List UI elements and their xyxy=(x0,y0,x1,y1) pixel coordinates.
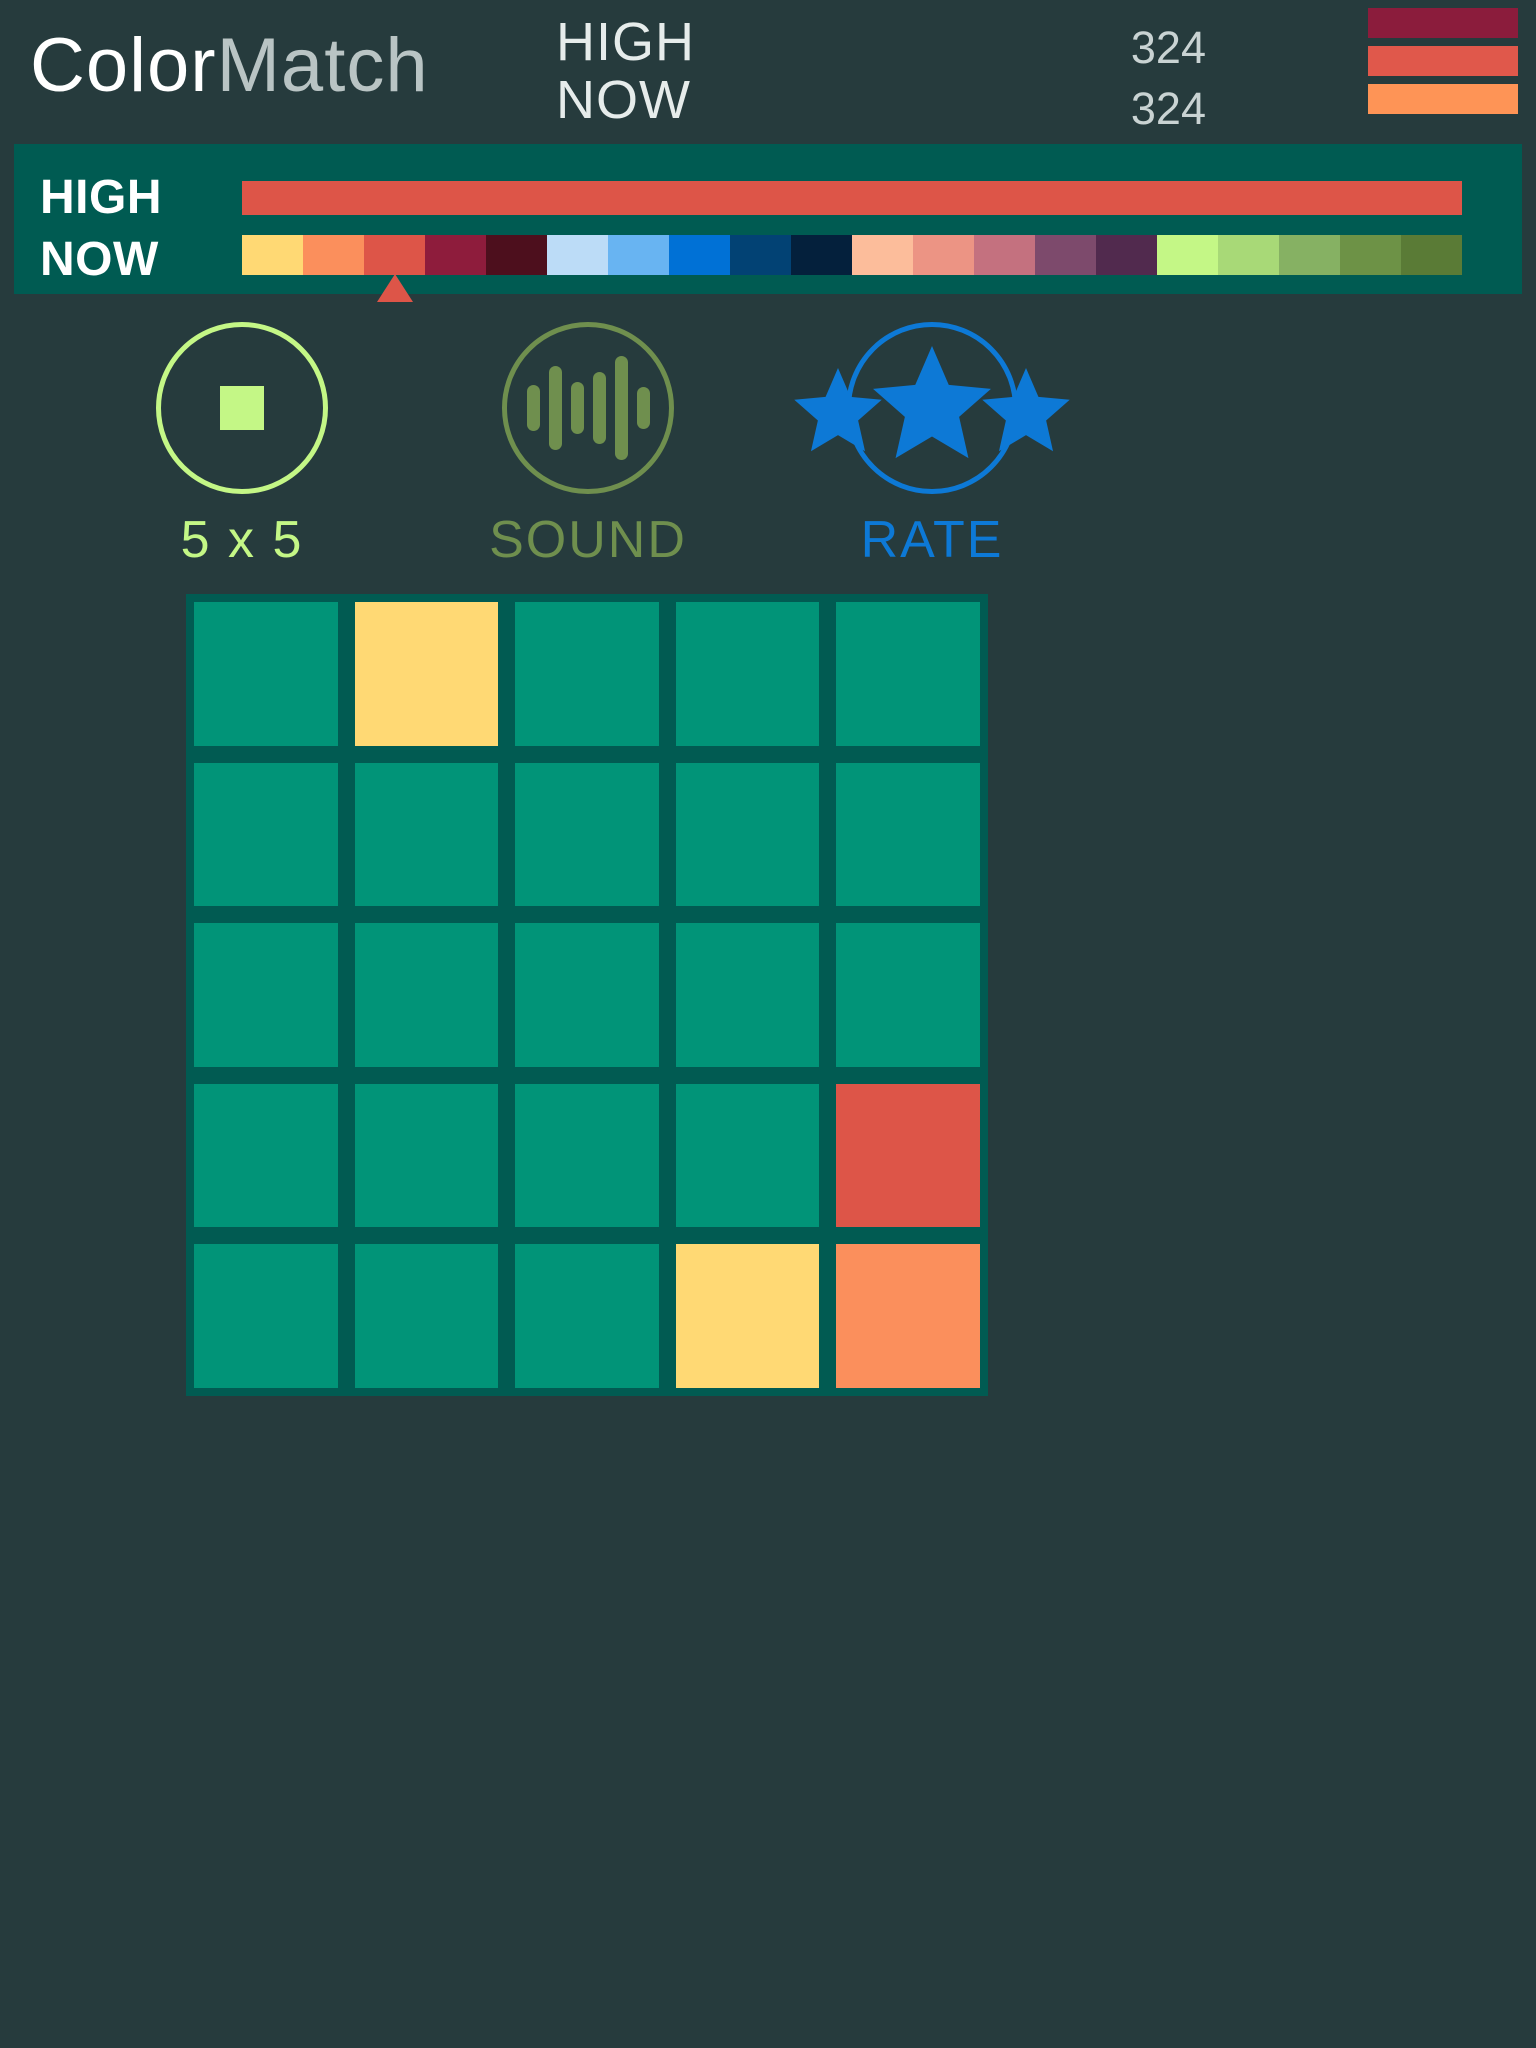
board-cell[interactable] xyxy=(354,1244,499,1388)
bar-coral xyxy=(1368,46,1518,76)
palette-swatch xyxy=(242,235,303,275)
status-now-label: NOW xyxy=(40,233,159,286)
top-bar: ColorMatch HIGH NOW 324 324 xyxy=(0,0,1536,140)
status-high-label: HIGH xyxy=(40,171,162,224)
board-cell[interactable] xyxy=(836,923,980,1067)
waveform-bar xyxy=(526,385,540,431)
header-label-high: HIGH xyxy=(556,12,695,72)
waveform-bar xyxy=(570,382,584,434)
palette-swatch xyxy=(669,235,730,275)
header-score-now: 324 xyxy=(1130,82,1206,134)
header-score-high: 324 xyxy=(1130,22,1206,73)
palette-swatch xyxy=(974,235,1035,275)
status-panel: HIGH NOW xyxy=(14,144,1522,302)
bar-orange xyxy=(1368,84,1518,114)
palette-swatch xyxy=(486,235,547,275)
square-icon xyxy=(220,386,264,430)
board-cell[interactable] xyxy=(354,923,499,1067)
star-icon xyxy=(794,368,882,452)
palette-swatch xyxy=(547,235,608,275)
board-cell[interactable] xyxy=(194,1083,338,1228)
palette-marker-triangle-icon xyxy=(376,274,413,302)
palette-swatch xyxy=(1401,235,1462,275)
board-cell[interactable] xyxy=(515,762,659,907)
logo-text-match: Match xyxy=(216,23,429,108)
rate-button[interactable] xyxy=(794,322,1070,494)
palette-swatch xyxy=(1218,235,1279,275)
palette-swatch xyxy=(425,235,486,275)
board-cell[interactable] xyxy=(515,923,659,1067)
board-cell[interactable] xyxy=(194,762,338,907)
control-rate[interactable]: RATE xyxy=(772,322,1092,570)
size-button-label: 5 x 5 xyxy=(180,511,304,569)
palette-swatch xyxy=(791,235,852,275)
palette-swatch xyxy=(303,235,364,275)
board-cell[interactable] xyxy=(194,602,338,746)
color-palette-strip xyxy=(242,235,1462,275)
app-logo: ColorMatch xyxy=(30,28,429,104)
board-cell[interactable] xyxy=(354,762,499,907)
board-cell[interactable] xyxy=(194,923,338,1067)
status-row-high: HIGH xyxy=(14,168,1522,228)
stars-icon xyxy=(792,346,1072,470)
board-cell[interactable] xyxy=(675,1083,820,1228)
palette-swatch xyxy=(852,235,913,275)
board-cell[interactable] xyxy=(515,1083,659,1228)
board-cell[interactable] xyxy=(675,602,820,746)
palette-swatch xyxy=(1279,235,1340,275)
board-cell[interactable] xyxy=(354,602,499,746)
board-cell[interactable] xyxy=(836,1083,980,1228)
control-sound[interactable]: SOUND xyxy=(428,322,748,570)
board-cell[interactable] xyxy=(675,762,820,907)
control-size[interactable]: 5 x 5 xyxy=(82,322,402,570)
palette-swatch xyxy=(730,235,791,275)
bar-maroon xyxy=(1368,8,1518,38)
high-score-bar xyxy=(242,181,1462,215)
sound-button-label: SOUND xyxy=(489,511,687,569)
controls-bar: 5 x 5 SOUND RATE xyxy=(0,322,1536,592)
header-score-labels: HIGH NOW xyxy=(556,12,695,130)
waveform-bar xyxy=(548,366,562,450)
board-cell[interactable] xyxy=(836,602,980,746)
star-icon xyxy=(982,368,1070,452)
board-cell[interactable] xyxy=(675,923,820,1067)
header-color-bars xyxy=(1368,8,1518,122)
palette-swatch xyxy=(1035,235,1096,275)
waveform-bar xyxy=(592,372,606,444)
palette-swatch xyxy=(1096,235,1157,275)
header-score-values: 324 324 xyxy=(1131,18,1206,140)
high-score-bar-fill xyxy=(242,181,1462,215)
game-board xyxy=(186,594,988,1396)
status-row-now: NOW xyxy=(14,230,1522,302)
board-cell[interactable] xyxy=(836,1244,980,1388)
board-cell[interactable] xyxy=(354,1083,499,1228)
board-cell[interactable] xyxy=(194,1244,338,1388)
board-cell[interactable] xyxy=(515,1244,659,1388)
waveform-bar xyxy=(636,387,650,429)
palette-swatch xyxy=(1157,235,1218,275)
rate-button-label: RATE xyxy=(860,511,1004,569)
size-button[interactable] xyxy=(156,322,328,494)
palette-swatch xyxy=(608,235,669,275)
header-label-now: NOW xyxy=(556,69,691,130)
waveform-icon xyxy=(526,353,650,463)
board-cell[interactable] xyxy=(515,602,659,746)
logo-text-color: Color xyxy=(30,23,217,108)
board-cell[interactable] xyxy=(836,762,980,907)
game-board-grid[interactable] xyxy=(194,602,980,1388)
board-cell[interactable] xyxy=(675,1244,820,1388)
palette-swatch xyxy=(364,235,425,275)
palette-swatch xyxy=(1340,235,1401,275)
star-icon xyxy=(873,346,991,459)
palette-swatch xyxy=(913,235,974,275)
sound-button[interactable] xyxy=(502,322,674,494)
waveform-bar xyxy=(614,356,628,460)
